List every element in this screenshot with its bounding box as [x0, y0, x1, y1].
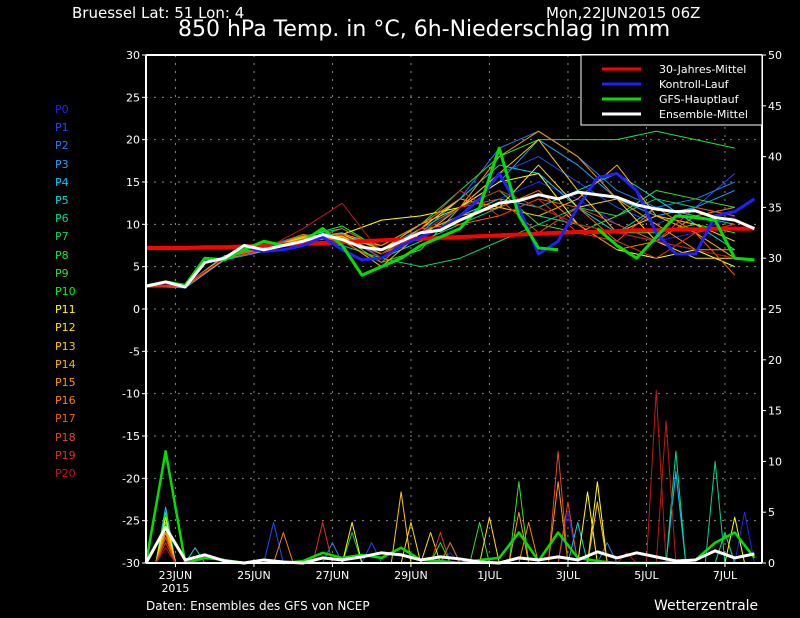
member-precip-line-p19 — [146, 521, 765, 564]
x-tick-label: 25JUN — [237, 569, 271, 582]
x-tick-label: 1JUL — [477, 569, 502, 582]
member-precip-line-p11 — [146, 481, 765, 564]
y-right-tick-label: 35 — [768, 201, 782, 214]
member-precip-line-p2 — [146, 511, 765, 564]
y-left-tick-label: -30 — [122, 557, 140, 570]
member-label-p12: P12 — [55, 321, 76, 335]
gfs-main-run-line — [596, 214, 755, 262]
y-left-tick-label: 30 — [126, 49, 140, 62]
y-left-tick-label: 0 — [133, 303, 140, 316]
member-label-p4: P4 — [55, 175, 69, 189]
member-label-p1: P1 — [55, 121, 69, 135]
member-label-p13: P13 — [55, 339, 76, 353]
ensemble-mean-precip-line — [144, 525, 755, 565]
run-time-label: Mon,22JUN2015 06Z — [546, 4, 701, 22]
member-label-p17: P17 — [55, 412, 76, 426]
y-right-tick-label: 45 — [768, 100, 782, 113]
member-precip-line-p16 — [146, 521, 765, 564]
ensemble-mean-line — [145, 190, 755, 289]
member-label-p11: P11 — [55, 303, 76, 317]
y-right-tick-label: 40 — [768, 151, 782, 164]
member-label-p2: P2 — [55, 139, 69, 153]
brand-label: Wetterzentrale — [654, 598, 759, 614]
member-precip-line-p1 — [146, 516, 765, 564]
member-precip-line-p4 — [146, 471, 765, 564]
member-precip-line-p10 — [146, 511, 765, 564]
y-right-tick-label: 10 — [768, 455, 782, 468]
data-source-label: Daten: Ensembles des GFS von NCEP — [146, 599, 370, 613]
legend-label: Kontroll-Lauf — [659, 78, 730, 91]
y-left-tick-label: 15 — [126, 176, 140, 189]
member-label-p9: P9 — [55, 266, 69, 280]
location-label: Bruessel Lat: 51 Lon: 4 — [72, 4, 245, 22]
y-left-tick-label: 20 — [126, 134, 140, 147]
member-precip-line-p18 — [146, 450, 765, 564]
member-label-p10: P10 — [55, 285, 76, 298]
x-tick-label: 3JUL — [556, 569, 581, 582]
member-label-p14: P14 — [55, 357, 76, 371]
y-left-tick-label: -20 — [122, 472, 140, 485]
x-tick-label: 7JUL — [713, 569, 738, 582]
chart-title: 850 hPa Temp. in °C, 6h-Niederschlag in … — [178, 17, 671, 42]
member-label-p15: P15 — [55, 376, 76, 389]
member-label-p0: P0 — [55, 103, 69, 116]
grid — [146, 55, 762, 563]
member-label-p7: P7 — [55, 230, 69, 244]
legend-label: 30-Jahres-Mittel — [659, 63, 746, 76]
y-left-tick-label: -5 — [129, 345, 140, 358]
member-temp-line-p7 — [145, 198, 735, 287]
y-left-tick-label: 5 — [133, 261, 140, 274]
member-label-p16: P16 — [55, 394, 76, 408]
member-lines — [145, 130, 765, 564]
y-left-tick-label: -10 — [122, 388, 140, 401]
y-right-tick-label: 15 — [768, 405, 782, 418]
member-precip-line-p0 — [146, 511, 765, 564]
member-precip-line-p6 — [146, 450, 765, 564]
y-right-tick-label: 25 — [768, 303, 782, 316]
x-tick-label: 23JUN — [159, 569, 193, 582]
x-tick-year-label: 2015 — [161, 582, 189, 595]
y-left-tick-label: 25 — [126, 91, 140, 104]
y-left-tick-label: -25 — [122, 515, 140, 528]
legend-label: GFS-Hauptlauf — [659, 93, 740, 106]
member-temp-line-p0 — [145, 181, 735, 287]
member-label-p3: P3 — [55, 157, 69, 171]
gfs-main-run-line — [145, 146, 559, 288]
y-right-tick-label: 0 — [768, 557, 775, 570]
y-right-tick-label: 30 — [768, 252, 782, 265]
x-tick-label: 5JUL — [634, 569, 659, 582]
y-left-tick-label: 10 — [126, 218, 140, 231]
y-right-tick-label: 5 — [768, 506, 775, 519]
member-temp-line-p20 — [145, 189, 735, 286]
y-right-tick-label: 50 — [768, 49, 782, 62]
x-tick-label: 29JUN — [394, 569, 428, 582]
main-lines — [144, 146, 756, 565]
member-precip-line-p8 — [146, 521, 765, 564]
legend: 30-Jahres-Mittel Kontroll-Lauf GFS-Hauptla… — [580, 54, 763, 126]
member-label-p18: P18 — [55, 430, 76, 444]
y-left-tick-label: -15 — [122, 430, 140, 443]
axes: 302520151050-5-10-15-20-25-3050454035302… — [122, 49, 782, 595]
legend-label: Ensemble-Mittel — [659, 108, 748, 121]
y-right-tick-label: 20 — [768, 354, 782, 367]
member-label-p5: P5 — [55, 194, 69, 207]
member-label-p19: P19 — [55, 448, 76, 462]
member-precip-line-p20 — [146, 389, 765, 564]
member-label-p8: P8 — [55, 248, 69, 262]
member-label-p6: P6 — [55, 212, 69, 226]
member-precip-line-p3 — [146, 521, 765, 564]
x-tick-label: 27JUN — [316, 569, 350, 582]
member-precip-line-p12 — [146, 516, 765, 564]
member-precip-line-p5 — [146, 521, 765, 564]
member-label-p20: P20 — [55, 467, 76, 480]
